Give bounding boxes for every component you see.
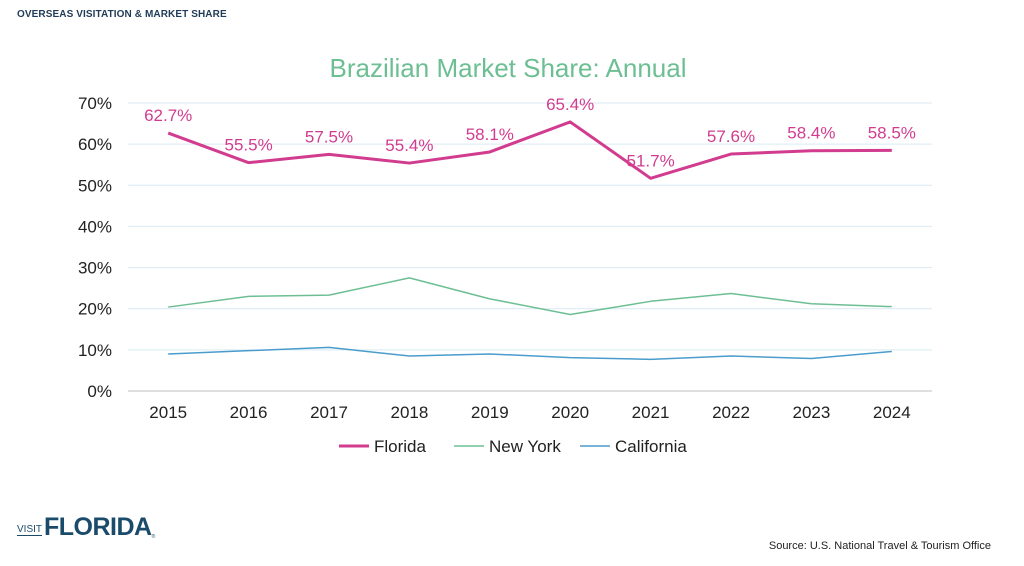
logo-brand: FLORIDA <box>44 513 152 541</box>
data-label: 62.7% <box>144 106 192 125</box>
data-label: 58.4% <box>787 124 835 143</box>
y-tick-label: 20% <box>78 300 112 319</box>
y-tick-label: 30% <box>78 259 112 278</box>
x-tick-label: 2020 <box>551 403 589 422</box>
series-line-new-york <box>168 277 892 316</box>
data-label: 57.6% <box>707 127 755 146</box>
chart-title: Brazilian Market Share: Annual <box>330 53 687 83</box>
data-label: 57.5% <box>305 127 353 146</box>
x-tick-label: 2017 <box>310 403 348 422</box>
x-tick-label: 2019 <box>471 403 509 422</box>
x-tick-label: 2018 <box>390 403 428 422</box>
legend-label: California <box>615 437 687 456</box>
data-label: 58.1% <box>466 125 514 144</box>
legend-label: Florida <box>374 437 427 456</box>
y-tick-label: 50% <box>78 176 112 195</box>
x-tick-label: 2024 <box>873 403 911 422</box>
y-tick-label: 0% <box>87 382 112 401</box>
series-line-california <box>168 346 892 361</box>
data-label: 58.5% <box>868 123 916 142</box>
y-tick-label: 60% <box>78 135 112 154</box>
x-tick-label: 2023 <box>792 403 830 422</box>
visit-florida-logo: VISIT FLORIDA ® <box>17 514 155 540</box>
logo-reg: ® <box>151 534 156 540</box>
y-tick-label: 70% <box>78 94 112 113</box>
y-tick-label: 40% <box>78 217 112 236</box>
y-tick-label: 10% <box>78 341 112 360</box>
x-tick-label: 2021 <box>632 403 670 422</box>
x-tick-label: 2015 <box>149 403 187 422</box>
series-line-florida <box>167 120 892 180</box>
logo-visit: VISIT <box>17 524 43 536</box>
x-tick-label: 2022 <box>712 403 750 422</box>
data-label: 55.5% <box>224 136 272 155</box>
data-label: 65.4% <box>546 95 594 114</box>
data-label: 51.7% <box>626 151 674 170</box>
x-tick-label: 2016 <box>230 403 268 422</box>
data-label: 55.4% <box>385 136 433 155</box>
page-header: OVERSEAS VISITATION & MARKET SHARE <box>17 9 227 20</box>
source-note: Source: U.S. National Travel & Tourism O… <box>768 540 991 552</box>
legend-label: New York <box>489 437 561 456</box>
